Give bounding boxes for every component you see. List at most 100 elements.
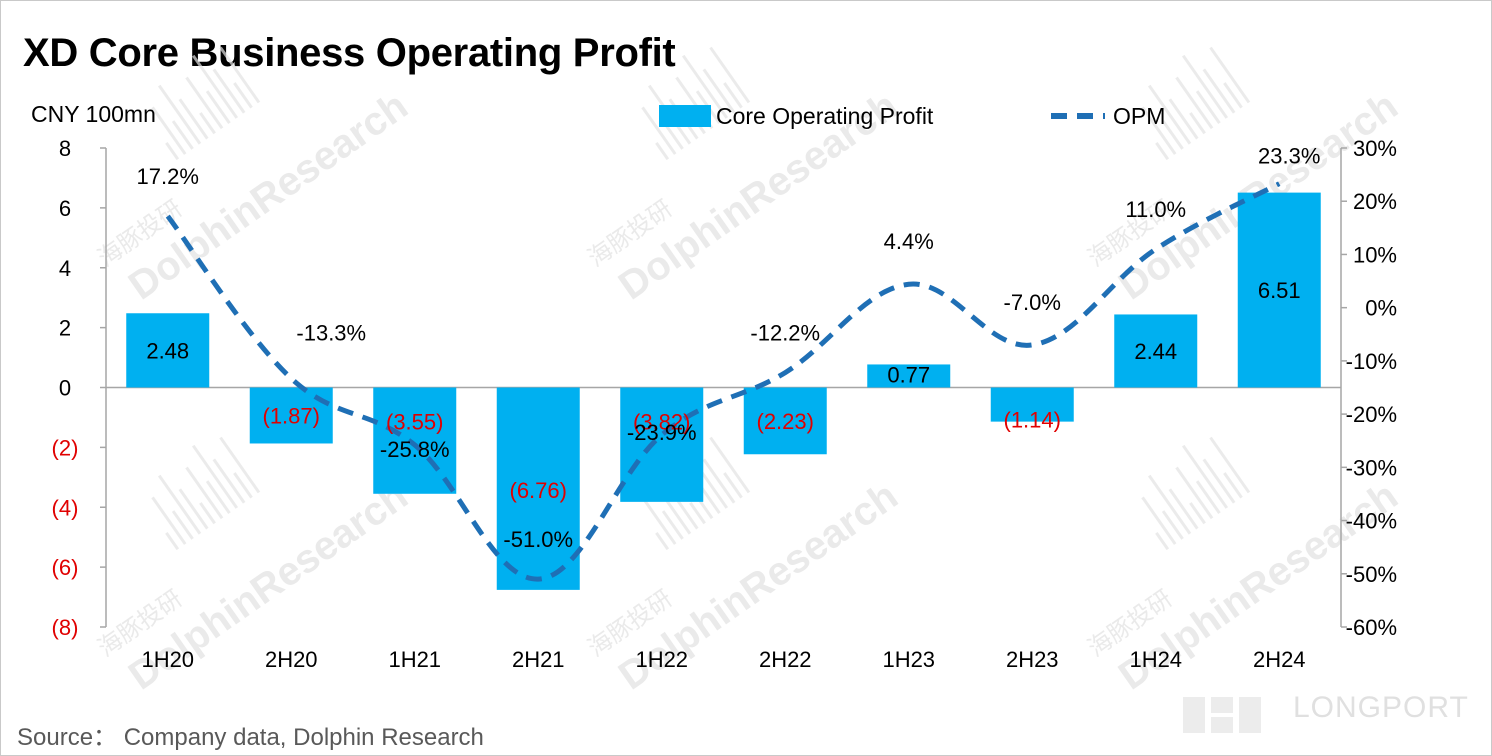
bar bbox=[867, 364, 951, 388]
left-axis-tick-label: (2) bbox=[52, 435, 79, 460]
bar bbox=[1237, 192, 1321, 388]
watermark-bar-deco bbox=[1202, 68, 1236, 114]
watermark-bar-deco bbox=[655, 531, 670, 551]
watermark-bar-deco bbox=[233, 82, 253, 109]
watermark-bar-deco bbox=[689, 502, 706, 525]
watermark-bar-deco bbox=[709, 436, 751, 494]
opm-value-label: 23.3% bbox=[1258, 144, 1320, 169]
longport-logo-icon bbox=[1183, 697, 1261, 733]
right-axis-tick-label: 0% bbox=[1365, 296, 1397, 321]
bar bbox=[1114, 314, 1198, 388]
watermark-bar-deco bbox=[178, 98, 209, 140]
right-axis-tick-label: 10% bbox=[1353, 242, 1397, 267]
x-axis-tick-label: 1H23 bbox=[882, 647, 935, 672]
x-axis-tick-label: 1H21 bbox=[388, 647, 441, 672]
longport-brand-text: LONGPORT bbox=[1293, 691, 1469, 724]
source-note: Source： Company data, Dolphin Research bbox=[17, 724, 484, 751]
legend-bar-swatch bbox=[659, 105, 711, 127]
right-axis-tick-label: -60% bbox=[1346, 615, 1397, 640]
left-axis-tick-label: (4) bbox=[52, 495, 79, 520]
left-axis-tick-label: 2 bbox=[59, 316, 71, 341]
watermark-bar-deco bbox=[205, 480, 231, 514]
opm-value-label: -25.8% bbox=[380, 437, 450, 462]
watermark-bar-deco bbox=[171, 510, 194, 540]
bar-value-label: (3.55) bbox=[386, 410, 443, 435]
opm-value-label: -23.9% bbox=[627, 420, 697, 445]
x-axis-tick-label: 2H24 bbox=[1253, 647, 1306, 672]
watermark-bar-deco bbox=[1223, 472, 1243, 499]
watermark-bar-deco bbox=[1175, 466, 1214, 520]
legend-line-label: OPM bbox=[1113, 103, 1165, 129]
x-axis-tick-label: 1H20 bbox=[141, 647, 194, 672]
bar bbox=[620, 387, 704, 502]
watermark-bar-deco bbox=[723, 472, 743, 499]
axes-layer: 8 6 4 2 0 (2) (4) (6) (8) 30% 20% 10% 0% -10% -20% -30%… bbox=[52, 136, 1397, 672]
watermark-bar-deco bbox=[1168, 98, 1199, 140]
watermark-bar-deco bbox=[158, 474, 202, 535]
watermark-bar-deco bbox=[655, 141, 670, 161]
bar-value-label: 2.48 bbox=[146, 338, 189, 363]
left-axis-tick-label: 8 bbox=[59, 136, 71, 161]
watermark-bar-deco bbox=[219, 436, 261, 494]
watermark-bar-deco bbox=[151, 496, 187, 545]
x-axis-tick-label: 2H23 bbox=[1006, 647, 1059, 672]
left-axis-tick-label: (8) bbox=[52, 615, 79, 640]
watermark-bar-deco bbox=[1175, 76, 1214, 130]
watermark-bar-deco bbox=[219, 46, 261, 104]
watermark-bar-deco bbox=[1209, 436, 1251, 494]
watermark-bar-deco bbox=[723, 82, 743, 109]
right-axis-tick-label: -40% bbox=[1346, 509, 1397, 534]
watermark-bar-deco bbox=[702, 68, 736, 114]
watermark-bar-deco bbox=[151, 106, 187, 155]
watermark-bar-deco bbox=[1202, 458, 1236, 504]
legend-bar-label: Core Operating Profit bbox=[716, 103, 934, 129]
right-axis-tick-label: -20% bbox=[1346, 402, 1397, 427]
watermark-bar-deco bbox=[702, 458, 736, 504]
right-axis-tick-label: -50% bbox=[1346, 562, 1397, 587]
watermark-bar-deco bbox=[641, 106, 677, 155]
watermark-bar-deco bbox=[682, 54, 729, 119]
watermark-bar-deco bbox=[1195, 480, 1221, 514]
bar bbox=[373, 387, 457, 494]
opm-line bbox=[165, 181, 1281, 582]
watermark-bar-deco bbox=[641, 496, 677, 545]
watermark-bar-deco bbox=[709, 46, 751, 104]
watermark-bar-deco bbox=[661, 510, 684, 540]
watermark-bar-deco bbox=[192, 444, 239, 509]
watermark-bar-deco bbox=[1148, 84, 1192, 145]
watermark-bar-deco bbox=[1161, 510, 1184, 540]
watermark-bar-deco bbox=[1182, 444, 1229, 509]
bar-value-label: (6.76) bbox=[510, 478, 567, 503]
watermark-bar-deco bbox=[1195, 90, 1221, 124]
watermark-bar-deco bbox=[199, 502, 216, 525]
watermark-bar-deco bbox=[233, 472, 253, 499]
bar-value-label: (1.14) bbox=[1004, 408, 1061, 433]
bar-value-label: (1.87) bbox=[263, 403, 320, 428]
watermark-text: DolphinResearch bbox=[121, 84, 416, 309]
watermark-bar-deco bbox=[1189, 502, 1206, 525]
x-axis-tick-label: 2H21 bbox=[512, 647, 565, 672]
left-axis-tick-label: (6) bbox=[52, 555, 79, 580]
right-axis-tick-label: -10% bbox=[1346, 349, 1397, 374]
x-axis-tick-label: 2H22 bbox=[759, 647, 812, 672]
left-axis-tick-label: 0 bbox=[59, 376, 71, 401]
watermark-bar-deco bbox=[192, 54, 239, 119]
bar bbox=[126, 313, 210, 388]
bar bbox=[743, 387, 827, 455]
bar-value-label: 2.44 bbox=[1134, 339, 1177, 364]
watermark-bar-deco bbox=[1168, 488, 1199, 530]
watermark-bar-deco bbox=[178, 488, 209, 530]
chart-title: XD Core Business Operating Profit bbox=[23, 31, 676, 75]
watermark-bar-deco bbox=[1141, 496, 1177, 545]
bar-value-label: 6.51 bbox=[1258, 278, 1301, 303]
labels-layer: 2.48 (1.87) (3.55) (6.76) (3.82) (2.23) 0.77 (1… bbox=[137, 144, 1321, 552]
watermark-bar-deco bbox=[1223, 82, 1243, 109]
right-axis-tick-label: 20% bbox=[1353, 189, 1397, 214]
watermark-bar-deco bbox=[1155, 141, 1170, 161]
opm-value-label: -12.2% bbox=[750, 321, 820, 346]
